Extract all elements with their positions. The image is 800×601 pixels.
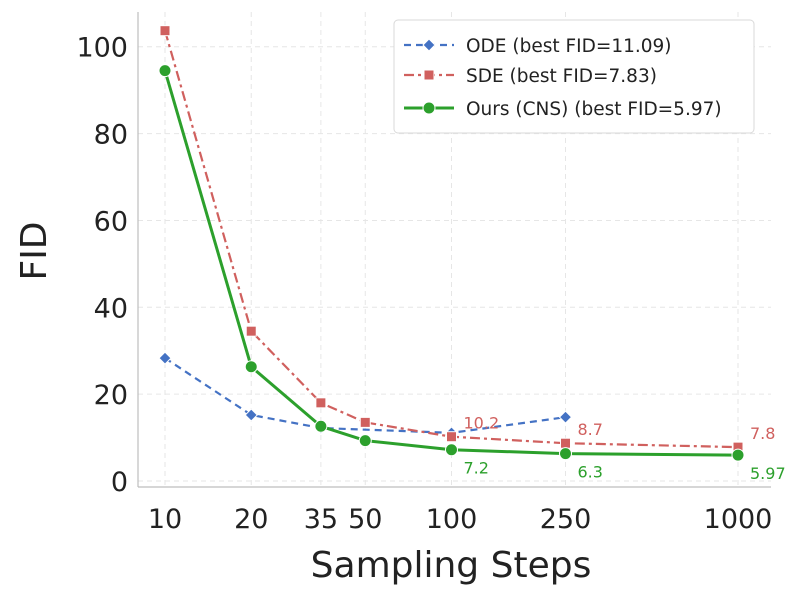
data-point-circle bbox=[158, 64, 172, 78]
legend: ODE (best FID=11.09) SDE (best FID=7.83) O… bbox=[393, 19, 755, 134]
data-label: 5.97 bbox=[750, 464, 786, 483]
y-tick-label: 60 bbox=[94, 206, 128, 237]
x-tick-label: 250 bbox=[540, 504, 592, 535]
data-point-square bbox=[446, 431, 457, 443]
legend-entry: ODE (best FID=11.09) bbox=[466, 36, 672, 57]
data-label: 8.7 bbox=[578, 420, 603, 439]
data-label: 10.2 bbox=[464, 414, 500, 433]
y-tick-label: 0 bbox=[111, 467, 128, 498]
series-3 bbox=[158, 64, 745, 462]
legend-entry: SDE (best FID=7.83) bbox=[466, 66, 657, 87]
x-axis-label: Sampling Steps bbox=[311, 545, 592, 586]
legend-entry: Ours (CNS) (best FID=5.97) bbox=[466, 99, 722, 120]
data-annotations: 10.2 8.7 7.8 7.2 6.3 5.97 bbox=[464, 414, 786, 483]
data-point-diamond bbox=[558, 410, 573, 424]
data-point-square bbox=[245, 325, 257, 337]
grid bbox=[138, 12, 771, 487]
series-2 bbox=[159, 25, 744, 453]
x-tick-label: 35 bbox=[304, 504, 338, 535]
x-tick-labels: 10 20 35 50 100 250 1000 bbox=[148, 504, 773, 535]
y-tick-label: 100 bbox=[76, 33, 128, 64]
x-tick-label: 10 bbox=[148, 504, 182, 535]
x-tick-label: 20 bbox=[234, 504, 268, 535]
data-point-circle bbox=[314, 419, 328, 433]
y-tick-label: 40 bbox=[94, 293, 128, 324]
data-point-square bbox=[159, 25, 171, 37]
data-point-diamond bbox=[244, 408, 258, 422]
data-point-circle bbox=[445, 443, 458, 457]
data-point-square bbox=[423, 69, 435, 81]
data-label: 7.8 bbox=[750, 424, 775, 443]
x-tick-label: 1000 bbox=[704, 504, 773, 535]
data-point-square bbox=[359, 416, 371, 428]
y-axis-label: FID bbox=[14, 221, 55, 280]
data-point-square bbox=[560, 437, 572, 449]
data-point-circle bbox=[559, 447, 573, 461]
data-point-diamond bbox=[422, 38, 436, 52]
y-tick-label: 20 bbox=[94, 380, 128, 411]
data-point-circle bbox=[731, 448, 745, 462]
data-point-square bbox=[315, 397, 327, 409]
x-tick-label: 50 bbox=[348, 504, 382, 535]
series-group bbox=[158, 25, 745, 462]
data-point-circle bbox=[244, 360, 258, 374]
data-point-circle bbox=[422, 101, 436, 115]
data-label: 6.3 bbox=[578, 463, 603, 482]
x-tick-label: 100 bbox=[426, 504, 478, 535]
y-tick-labels: 0 20 40 60 80 100 bbox=[76, 33, 128, 498]
data-label: 7.2 bbox=[464, 459, 489, 478]
axes bbox=[137, 12, 771, 488]
y-tick-label: 80 bbox=[94, 120, 128, 151]
legend-box bbox=[393, 19, 755, 134]
data-point-circle bbox=[358, 434, 372, 448]
data-point-diamond bbox=[158, 351, 172, 365]
